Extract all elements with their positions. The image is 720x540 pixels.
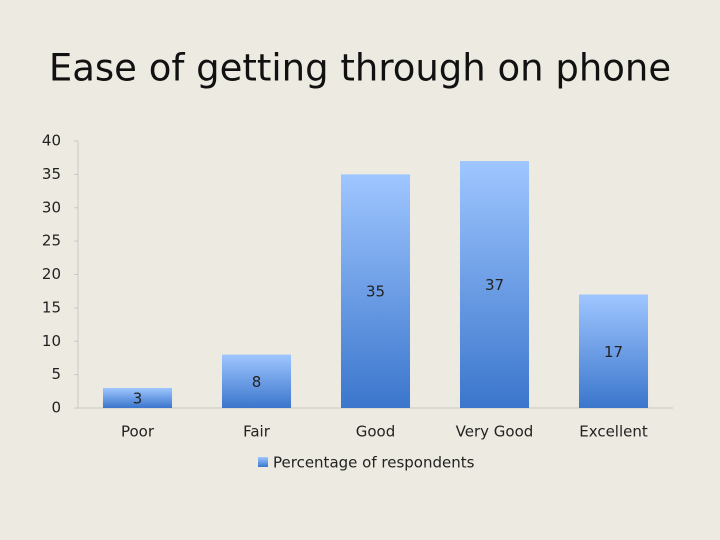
legend-label: Percentage of respondents: [273, 454, 475, 472]
bar: [221, 354, 292, 408]
data-label: 35: [366, 283, 385, 301]
chart-title: Ease of getting through on phone: [49, 47, 671, 90]
bar: [102, 387, 173, 408]
legend-swatch: [258, 457, 268, 467]
bar: [340, 174, 411, 408]
data-label: 3: [133, 389, 143, 407]
data-label: 17: [604, 343, 623, 361]
x-tick-label: Good: [356, 423, 396, 441]
x-tick-label: Excellent: [579, 423, 648, 441]
bar: [459, 161, 530, 408]
data-label: 37: [485, 276, 504, 294]
bar: [578, 294, 649, 408]
y-tick-label: 25: [42, 232, 61, 250]
x-tick-label: Very Good: [456, 423, 534, 441]
x-tick-label: Poor: [121, 423, 155, 441]
y-tick-label: 30: [42, 198, 61, 216]
y-tick-label: 5: [51, 365, 61, 383]
data-label: 8: [252, 373, 262, 391]
y-tick-label: 10: [42, 332, 61, 350]
x-tick-label: Fair: [243, 423, 271, 441]
y-tick-label: 35: [42, 165, 61, 183]
y-tick-label: 20: [42, 265, 61, 283]
y-tick-label: 15: [42, 298, 61, 316]
y-tick-label: 0: [51, 399, 61, 417]
y-tick-label: 40: [42, 132, 61, 150]
